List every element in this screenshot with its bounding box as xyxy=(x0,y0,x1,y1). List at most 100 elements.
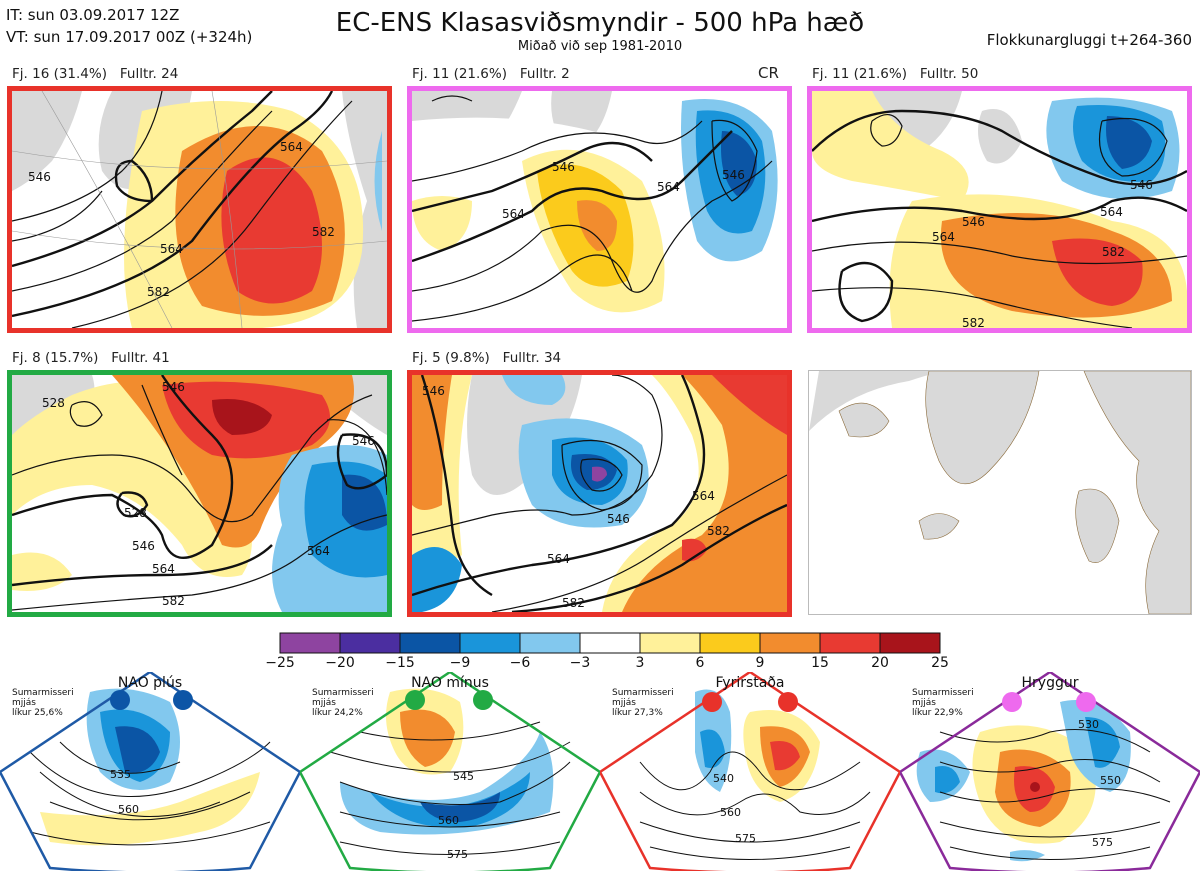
contour-label: 582 xyxy=(162,594,185,608)
colorbar-swatch xyxy=(459,632,521,654)
cluster-5-map: 546 546 564 564 582 582 xyxy=(407,370,792,617)
contour-label: 564 xyxy=(692,489,715,503)
contour-label: 530 xyxy=(1078,718,1099,731)
colorbar-swatch xyxy=(339,632,401,654)
colorbar-tick: −3 xyxy=(569,655,591,671)
colorbar-tick: 9 xyxy=(755,655,765,671)
cluster-4-label: Fj. 8 (15.7%) Fulltr. 41 xyxy=(12,350,170,366)
colorbar-tick: 3 xyxy=(635,655,645,671)
regime-title: Fyrirstaða xyxy=(715,675,785,691)
regime-note: Sumarmisseri mjjás líkur 25,6% xyxy=(12,688,74,718)
contour-label: 575 xyxy=(447,848,468,861)
colorbar-swatch xyxy=(399,632,461,654)
colorbar-swatch xyxy=(279,632,341,654)
regime-note: Sumarmisseri mjjás líkur 24,2% xyxy=(312,688,374,718)
contour-label: 582 xyxy=(312,225,335,239)
contour-label: 560 xyxy=(118,803,139,816)
regime-marker xyxy=(1076,692,1096,712)
contour-label: 582 xyxy=(962,316,985,328)
page-title: EC-ENS Klasasviðsmyndir - 500 hPa hæð xyxy=(335,8,865,38)
contour-label: 564 xyxy=(1100,205,1123,219)
regime-note: Sumarmisseri mjjás líkur 22,9% xyxy=(912,688,974,718)
colorbar-swatch xyxy=(699,632,761,654)
cluster-5-label: Fj. 5 (9.8%) Fulltr. 34 xyxy=(412,350,562,366)
contour-label: 582 xyxy=(147,285,170,299)
contour-label: 575 xyxy=(735,832,756,845)
cluster-3-label: Fj. 11 (21.6%) Fulltr. 50 xyxy=(812,66,979,82)
contour-label: 564 xyxy=(280,140,303,154)
regime-marker xyxy=(778,692,798,712)
empty-land-map xyxy=(808,370,1192,615)
contour-label: 582 xyxy=(1102,245,1125,259)
contour-label: 546 xyxy=(962,215,985,229)
contour-label: 564 xyxy=(152,562,175,576)
colorbar-tick: −20 xyxy=(325,655,355,671)
contour-label: 546 xyxy=(162,380,185,394)
colorbar-swatch xyxy=(639,632,701,654)
contour-label: 546 xyxy=(722,168,745,182)
contour-label: 540 xyxy=(713,772,734,785)
contour-label: 550 xyxy=(1100,774,1121,787)
cluster-1-map: 546 564 564 582 582 xyxy=(7,86,392,333)
contour-label: 546 xyxy=(28,170,51,184)
cluster-4-map: 528 546 546 546 564 564 582 528 xyxy=(7,370,392,617)
colorbar-tick: −25 xyxy=(265,655,295,671)
cluster-2-map: 546 546 564 564 xyxy=(407,86,792,333)
regime-blocking: 540 560 575 Fyrirstaða Sumarmisseri mjjá… xyxy=(600,672,900,871)
contour-label: 564 xyxy=(160,242,183,256)
window-label: Flokkunargluggi t+264-360 xyxy=(986,31,1192,49)
contour-label: 582 xyxy=(562,596,585,610)
regime-marker xyxy=(1002,692,1022,712)
contour-label: 546 xyxy=(132,539,155,553)
regime-note: Sumarmisseri mjjás líkur 27,3% xyxy=(612,688,674,718)
regime-title: NAO plús xyxy=(117,675,183,691)
regime-ridge: 530 550 575 Hryggur Sumarmisseri mjjás l… xyxy=(900,672,1200,871)
contour-label: 560 xyxy=(438,814,459,827)
regime-nao-plus: 535 560 NAO plús Sumarmisseri mjjás líku… xyxy=(0,672,300,871)
contour-label: 546 xyxy=(607,512,630,526)
valid-time: VT: sun 17.09.2017 00Z (+324h) xyxy=(6,28,253,46)
colorbar-swatch xyxy=(819,632,881,654)
colorbar-swatch xyxy=(579,632,641,654)
initial-time: IT: sun 03.09.2017 12Z xyxy=(6,6,180,24)
colorbar-swatches xyxy=(279,632,941,654)
contour-label: 564 xyxy=(657,180,680,194)
contour-label: 582 xyxy=(707,524,730,538)
contour-label: 575 xyxy=(1092,836,1113,849)
cluster-3-map: 546 564 546 564 582 582 xyxy=(807,86,1192,333)
contour-label: 546 xyxy=(1130,178,1153,192)
colorbar-swatch xyxy=(759,632,821,654)
contour-label: 564 xyxy=(547,552,570,566)
colorbar-tick: 20 xyxy=(871,655,889,671)
colorbar-tick: 6 xyxy=(695,655,705,671)
regime-marker xyxy=(473,690,493,710)
cluster-2-tag: CR xyxy=(758,64,779,82)
regime-title: Hryggur xyxy=(1021,675,1079,691)
regime-nao-minus: 545 560 575 NAO mínus Sumarmisseri mjjás… xyxy=(300,672,600,871)
contour-label: 545 xyxy=(453,770,474,783)
contour-label: 528 xyxy=(42,396,65,410)
contour-label: 560 xyxy=(720,806,741,819)
colorbar xyxy=(279,632,943,658)
cluster-1-label: Fj. 16 (31.4%) Fulltr. 24 xyxy=(12,66,179,82)
regime-marker xyxy=(405,690,425,710)
contour-label: 546 xyxy=(352,434,375,448)
contour-label: 564 xyxy=(502,207,525,221)
contour-label: 546 xyxy=(422,384,445,398)
cluster-2-label: Fj. 11 (21.6%) Fulltr. 2 xyxy=(412,66,570,82)
regime-marker xyxy=(110,690,130,710)
colorbar-tick: 25 xyxy=(931,655,949,671)
contour-label: 528 xyxy=(124,506,147,520)
contour-label: 564 xyxy=(932,230,955,244)
regime-marker xyxy=(702,692,722,712)
colorbar-tick: −6 xyxy=(509,655,531,671)
colorbar-tick: 15 xyxy=(811,655,829,671)
header-info: IT: sun 03.09.2017 12Z VT: sun 17.09.201… xyxy=(6,4,252,48)
regime-marker xyxy=(173,690,193,710)
contour-label: 546 xyxy=(552,160,575,174)
colorbar-tick: −9 xyxy=(449,655,471,671)
regime-title: NAO mínus xyxy=(411,675,489,691)
page-subtitle: Miðað við sep 1981-2010 xyxy=(517,39,683,54)
colorbar-swatch xyxy=(519,632,581,654)
contour-label: 564 xyxy=(307,544,330,558)
